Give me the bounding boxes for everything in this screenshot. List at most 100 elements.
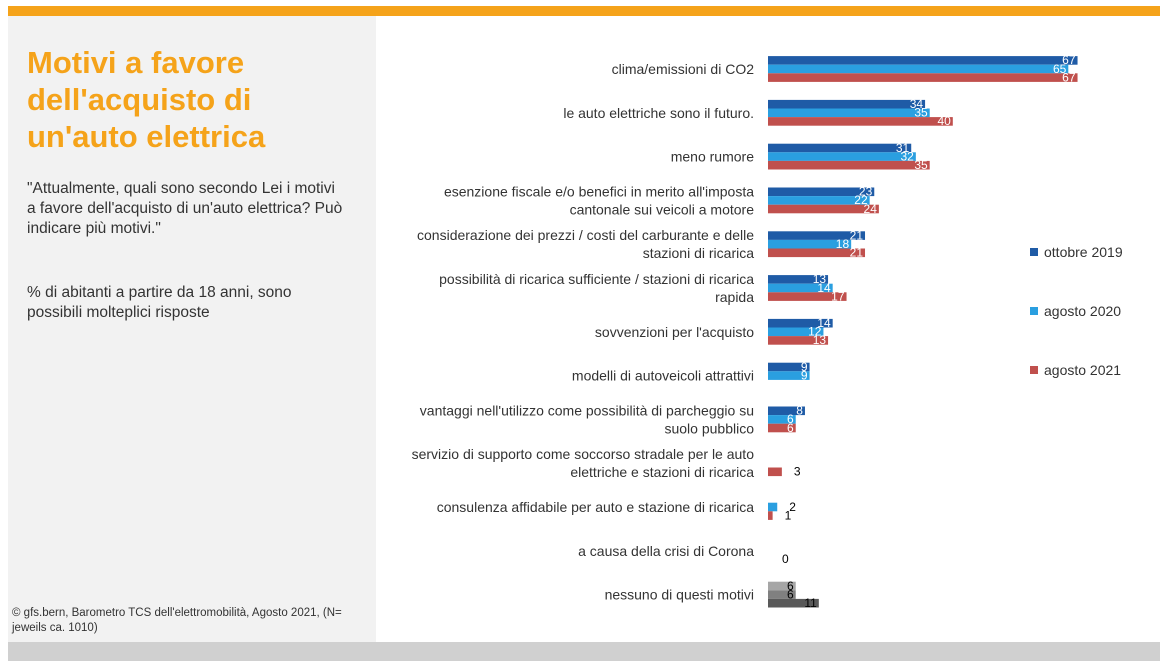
category-label: possibilità di ricarica sufficiente / st…	[439, 271, 754, 287]
category-label: consulenza affidabile per auto e stazion…	[437, 499, 754, 515]
bar	[768, 99, 926, 109]
data-label: 35	[914, 106, 928, 120]
category-label: clima/emissioni di CO2	[612, 61, 755, 77]
bar	[768, 248, 866, 258]
bar	[768, 292, 847, 301]
data-label: 67	[1062, 53, 1076, 67]
data-label: 0	[782, 552, 789, 566]
data-label: 32	[900, 149, 914, 163]
data-label: 6	[787, 579, 794, 593]
data-label: 35	[914, 158, 928, 172]
bar	[768, 64, 1069, 74]
category-label: elettriche e stazioni di ricarica	[570, 464, 754, 480]
category-label: vantaggi nell'utilizzo come possibilità …	[420, 402, 754, 418]
category-label: servizio di supporto come soccorso strad…	[412, 446, 755, 462]
bar	[768, 406, 805, 416]
bar	[768, 327, 824, 337]
bar	[768, 117, 953, 126]
legend-item-ottobre-2019: ottobre 2019	[1030, 244, 1123, 260]
data-label: 6	[787, 421, 794, 435]
bar	[768, 196, 870, 205]
legend-swatch	[1030, 366, 1038, 374]
data-label: 40	[937, 114, 951, 128]
slide-title: Motivi a favore dell'acquisto di un'auto…	[27, 45, 266, 154]
bar	[768, 590, 796, 599]
data-label: 3	[794, 465, 801, 479]
data-label: 6	[787, 587, 794, 601]
legend-swatch	[1030, 307, 1038, 315]
bar	[768, 415, 796, 424]
category-label: rapida	[715, 289, 754, 305]
data-label: 13	[813, 272, 827, 286]
bar	[768, 511, 773, 520]
category-label: nessuno di questi motivi	[605, 587, 754, 603]
bar	[768, 283, 833, 293]
data-label: 9	[801, 360, 808, 374]
legend-label: ottobre 2019	[1044, 244, 1123, 260]
bar	[768, 502, 778, 512]
data-label: 2	[789, 500, 796, 514]
data-label: 18	[836, 237, 850, 251]
population-note: % di abitanti a partire da 18 anni, sono…	[27, 284, 292, 321]
data-label: 6	[787, 412, 794, 426]
category-label: considerazione dei prezzi / costi del ca…	[417, 227, 754, 243]
category-label: esenzione fiscale e/o benefici in merito…	[444, 183, 754, 199]
top-accent-bar	[8, 6, 1160, 16]
category-label: cantonale sui veicoli a motore	[570, 201, 755, 217]
data-label: 67	[1062, 70, 1076, 84]
data-label: 14	[817, 316, 831, 330]
bar	[768, 581, 796, 591]
bar	[768, 108, 930, 118]
data-label: 8	[796, 404, 803, 418]
bar	[768, 204, 879, 214]
legend-label: agosto 2021	[1044, 362, 1122, 378]
data-label: 9	[801, 368, 808, 382]
data-label: 65	[1053, 62, 1067, 76]
bar	[768, 152, 916, 161]
bar	[768, 275, 829, 284]
data-label: 24	[864, 202, 878, 216]
data-label: 11	[804, 596, 817, 610]
bar	[768, 336, 829, 345]
legend-label: agosto 2020	[1044, 303, 1122, 319]
category-label: stazioni di ricarica	[643, 245, 754, 261]
legend-item-agosto-2020: agosto 2020	[1030, 303, 1121, 319]
bar	[768, 143, 912, 153]
category-label: a causa della crisi di Corona	[578, 543, 754, 559]
bar	[768, 56, 1078, 65]
left-panel	[8, 16, 376, 642]
category-label: sovvenzioni per l'acquisto	[595, 324, 754, 340]
bar	[768, 231, 866, 240]
bar	[768, 371, 810, 380]
bar	[768, 73, 1078, 82]
survey-question: "Attualmente, quali sono secondo Lei i m…	[27, 180, 343, 237]
bar	[768, 239, 852, 249]
data-label: 12	[808, 325, 822, 339]
category-label: suolo pubblico	[664, 420, 754, 436]
data-label: 1	[785, 508, 792, 522]
data-label: 14	[817, 281, 831, 295]
data-label: 21	[850, 246, 864, 260]
category-label: le auto elettriche sono il futuro.	[563, 105, 754, 121]
category-label: meno rumore	[671, 149, 754, 165]
bar	[768, 160, 930, 170]
bar	[768, 318, 833, 328]
footer-bar	[8, 642, 1160, 661]
legend-swatch	[1030, 248, 1038, 256]
data-label: 23	[859, 185, 873, 199]
source-note: © gfs.bern, Barometro TCS dell'elettromo…	[12, 607, 342, 634]
data-label: 34	[910, 97, 924, 111]
legend-item-agosto-2021: agosto 2021	[1030, 362, 1121, 378]
data-label: 17	[831, 289, 845, 303]
bar	[768, 187, 875, 197]
bar	[768, 467, 782, 477]
bar	[768, 598, 819, 608]
bar	[768, 423, 796, 433]
category-label: modelli di autoveicoli attrattivi	[572, 368, 754, 384]
data-label: 21	[850, 228, 864, 242]
data-label: 31	[896, 141, 910, 155]
bar	[768, 362, 810, 372]
data-label: 22	[854, 193, 868, 207]
data-label: 13	[813, 333, 827, 347]
